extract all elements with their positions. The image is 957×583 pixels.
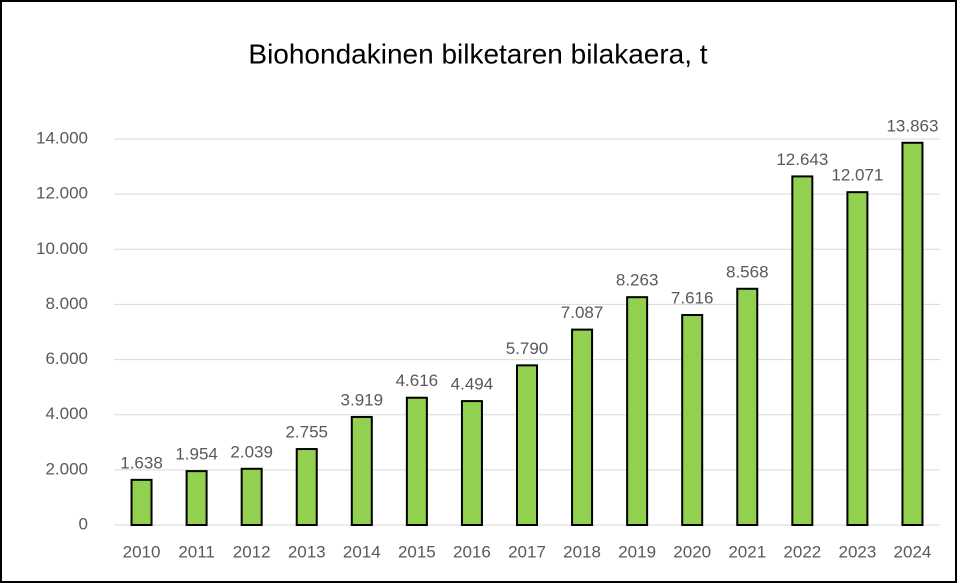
- data-label: 8.263: [616, 271, 659, 290]
- y-tick-label: 0: [79, 514, 88, 533]
- bar: [350, 415, 373, 526]
- y-tick-label: 10.000: [36, 239, 88, 258]
- data-label: 13.863: [886, 116, 938, 135]
- x-tick-label: 2018: [563, 542, 601, 561]
- bar: [130, 478, 153, 527]
- bar: [736, 287, 759, 526]
- bar: [240, 467, 263, 527]
- data-label: 4.616: [396, 371, 439, 390]
- x-tick-label: 2014: [343, 542, 381, 561]
- data-label: 1.638: [120, 453, 163, 472]
- data-label: 5.790: [506, 339, 549, 358]
- bar: [681, 314, 704, 526]
- y-tick-label: 8.000: [45, 294, 88, 313]
- x-tick-label: 2015: [398, 542, 436, 561]
- x-tick-label: 2010: [123, 542, 161, 561]
- bar: [516, 364, 538, 526]
- x-tick-label: 2020: [673, 542, 711, 561]
- bar: [901, 141, 924, 526]
- x-tick-label: 2013: [288, 542, 326, 561]
- y-tick-label: 12.000: [36, 184, 88, 203]
- bar: [405, 396, 428, 526]
- data-label: 12.071: [831, 166, 883, 185]
- x-tick-label: 2023: [838, 542, 876, 561]
- y-tick-label: 6.000: [45, 349, 88, 368]
- chart-title: Biohondakinen bilketaren bilakaera, t: [248, 38, 707, 69]
- x-tick-label: 2012: [233, 542, 271, 561]
- bar: [460, 400, 483, 526]
- x-tick-label: 2011: [178, 542, 215, 561]
- data-label: 12.643: [776, 150, 828, 169]
- data-label: 3.919: [341, 390, 384, 409]
- data-label: 7.087: [561, 303, 604, 322]
- y-tick-label: 4.000: [45, 404, 88, 423]
- data-label: 2.755: [285, 423, 328, 442]
- y-tick-label: 14.000: [36, 128, 88, 147]
- y-tick-label: 2.000: [45, 459, 88, 478]
- bar: [185, 470, 208, 526]
- data-label: 1.954: [175, 445, 218, 464]
- x-tick-label: 2024: [894, 542, 932, 561]
- x-tick-label: 2016: [453, 542, 491, 561]
- bar: [626, 296, 649, 526]
- x-tick-label: 2017: [508, 542, 546, 561]
- x-tick-label: 2019: [618, 542, 656, 561]
- x-tick-label: 2021: [728, 542, 766, 561]
- bar: [571, 328, 594, 526]
- data-label: 2.039: [230, 442, 273, 461]
- data-label: 7.616: [671, 289, 714, 308]
- data-label: 4.494: [451, 375, 494, 394]
- bar: [791, 175, 814, 526]
- bar: [846, 191, 869, 527]
- bar: [295, 448, 318, 526]
- data-label: 8.568: [726, 262, 769, 281]
- x-tick-label: 2022: [783, 542, 821, 561]
